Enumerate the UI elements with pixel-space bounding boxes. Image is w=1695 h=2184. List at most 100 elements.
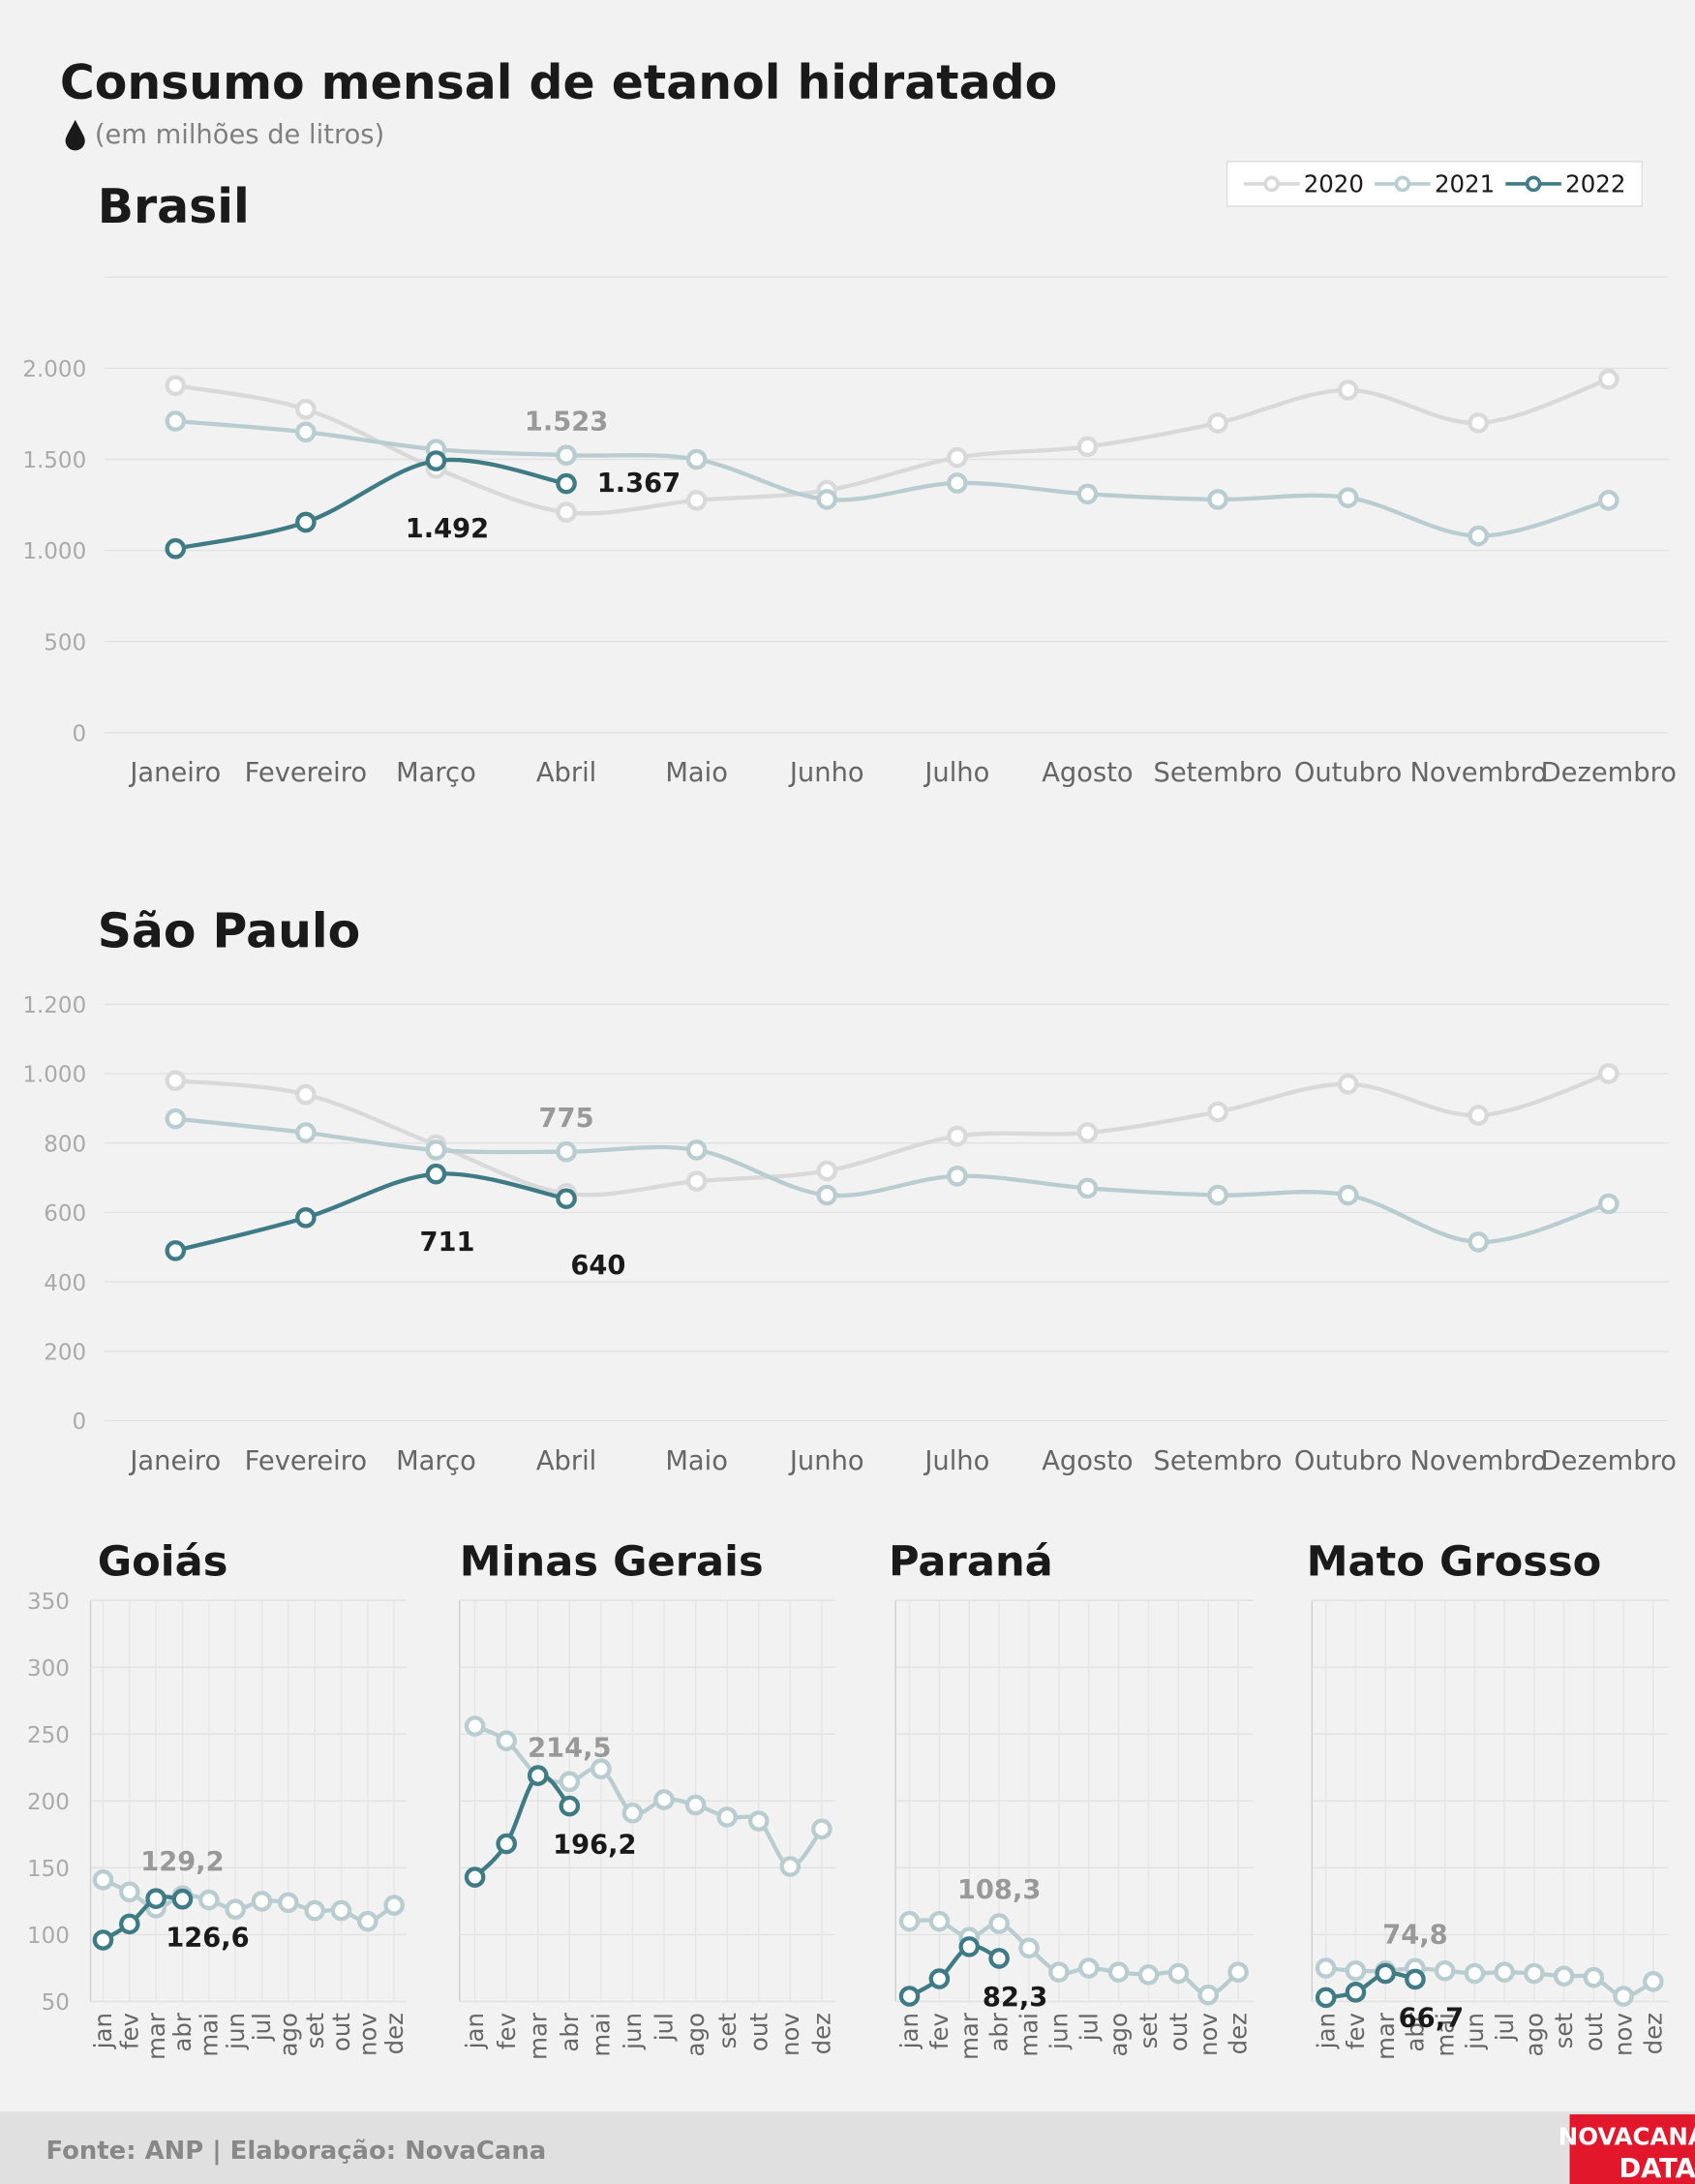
- series-line: [175, 418, 1610, 538]
- point: [1613, 1986, 1634, 2007]
- x-tick-label: Outubro: [1294, 758, 1403, 788]
- point: [1337, 379, 1359, 401]
- x-tick-label: ago: [1105, 2013, 1133, 2056]
- point: [590, 1758, 612, 1779]
- x-tick-label: mai: [1431, 2013, 1459, 2057]
- logo: [1569, 2114, 1695, 2184]
- point: [304, 1899, 325, 1922]
- x-tick-label: fev: [493, 2013, 521, 2049]
- x-tick-label: dez: [380, 2013, 409, 2054]
- x-tick-label: Julho: [923, 758, 989, 788]
- point: [145, 1888, 166, 1909]
- x-tick-label: jul: [651, 2013, 679, 2042]
- point: [898, 1986, 921, 2007]
- point: [1207, 412, 1228, 434]
- x-tick-label: mar: [142, 2012, 170, 2060]
- y-tick-label: 1.500: [22, 448, 86, 473]
- x-tick-label: jun: [1044, 2013, 1073, 2050]
- x-tick-label: Agosto: [1042, 758, 1133, 788]
- point: [165, 1070, 187, 1092]
- point: [464, 1715, 486, 1737]
- x-tick-label: Junho: [788, 1446, 864, 1476]
- x-tick-label: jan: [89, 2013, 117, 2049]
- point: [1315, 1987, 1337, 2009]
- source: Fonte: ANP | Elaboração: NovaCana: [45, 2137, 546, 2166]
- x-tick-label: abr: [168, 2012, 197, 2051]
- x-tick-label: Outubro: [1294, 1446, 1403, 1476]
- point: [1345, 1982, 1367, 2003]
- logo-text: DATA: [1619, 2154, 1695, 2184]
- data-label: 214,5: [528, 1733, 611, 1763]
- point: [685, 1139, 708, 1161]
- point: [898, 1910, 921, 1932]
- point: [1076, 483, 1099, 505]
- x-tick-label: mai: [588, 2013, 616, 2057]
- point: [811, 1818, 832, 1840]
- point: [1337, 1184, 1359, 1206]
- point: [1345, 1959, 1367, 1982]
- y-tick-label: 2.000: [22, 357, 86, 382]
- x-tick-label: ago: [1521, 2013, 1549, 2056]
- point: [1167, 1962, 1190, 1985]
- point: [1468, 412, 1489, 434]
- x-tick-label: fev: [925, 2013, 953, 2049]
- point: [425, 450, 447, 471]
- point: [295, 511, 317, 533]
- point: [1107, 1961, 1130, 1983]
- data-label: 108,3: [957, 1875, 1041, 1905]
- point: [947, 472, 968, 494]
- panel-title: Minas Gerais: [460, 1537, 764, 1586]
- point: [1076, 436, 1099, 458]
- data-label: 129,2: [140, 1847, 224, 1877]
- point: [119, 1913, 140, 1935]
- point: [947, 446, 968, 469]
- point: [1207, 489, 1228, 510]
- data-label: 711: [419, 1228, 474, 1258]
- x-tick-label: Março: [396, 1446, 476, 1476]
- point: [556, 1188, 577, 1209]
- x-tick-label: jun: [619, 2013, 647, 2050]
- x-tick-label: mai: [195, 2013, 223, 2057]
- point: [816, 489, 838, 510]
- x-tick-label: Fevereiro: [245, 758, 367, 788]
- y-tick-label: 1.200: [22, 993, 86, 1018]
- y-tick-label: 500: [44, 630, 86, 655]
- point: [171, 1888, 194, 1910]
- point: [716, 1806, 738, 1828]
- x-tick-label: jun: [222, 2013, 250, 2050]
- point: [119, 1881, 140, 1903]
- series-line: [473, 1773, 572, 1879]
- series-line: [1325, 1970, 1416, 2000]
- x-tick-label: set: [1135, 2013, 1163, 2048]
- x-tick-label: mar: [524, 2012, 552, 2060]
- point: [165, 375, 187, 397]
- x-tick-label: dez: [1639, 2013, 1667, 2054]
- point: [988, 1948, 1010, 1969]
- x-tick-label: nov: [1195, 2013, 1223, 2056]
- point: [816, 1160, 838, 1182]
- x-tick-label: mar: [955, 2012, 984, 2060]
- x-tick-label: fev: [115, 2013, 143, 2049]
- series-line: [175, 1116, 1610, 1245]
- x-tick-label: set: [1550, 2013, 1578, 2048]
- x-tick-label: out: [327, 2013, 355, 2051]
- point: [1464, 1962, 1486, 1985]
- x-tick-label: Julho: [923, 1446, 989, 1476]
- x-tick-label: Setembro: [1154, 758, 1283, 788]
- point: [1598, 1193, 1619, 1215]
- data-label: 82,3: [983, 1983, 1047, 2013]
- point: [251, 1891, 273, 1912]
- x-tick-label: nov: [353, 2013, 381, 2056]
- legend-swatch: [1394, 175, 1411, 193]
- point: [1375, 1962, 1396, 1985]
- legend-label: 2021: [1435, 170, 1495, 198]
- point: [653, 1789, 675, 1810]
- y-tick-label: 400: [44, 1271, 86, 1296]
- y-tick-label: 800: [44, 1132, 86, 1157]
- point: [779, 1856, 802, 1877]
- y-tick-label: 600: [44, 1201, 86, 1227]
- point: [928, 1910, 951, 1932]
- data-label: 640: [570, 1251, 625, 1281]
- point: [556, 444, 577, 466]
